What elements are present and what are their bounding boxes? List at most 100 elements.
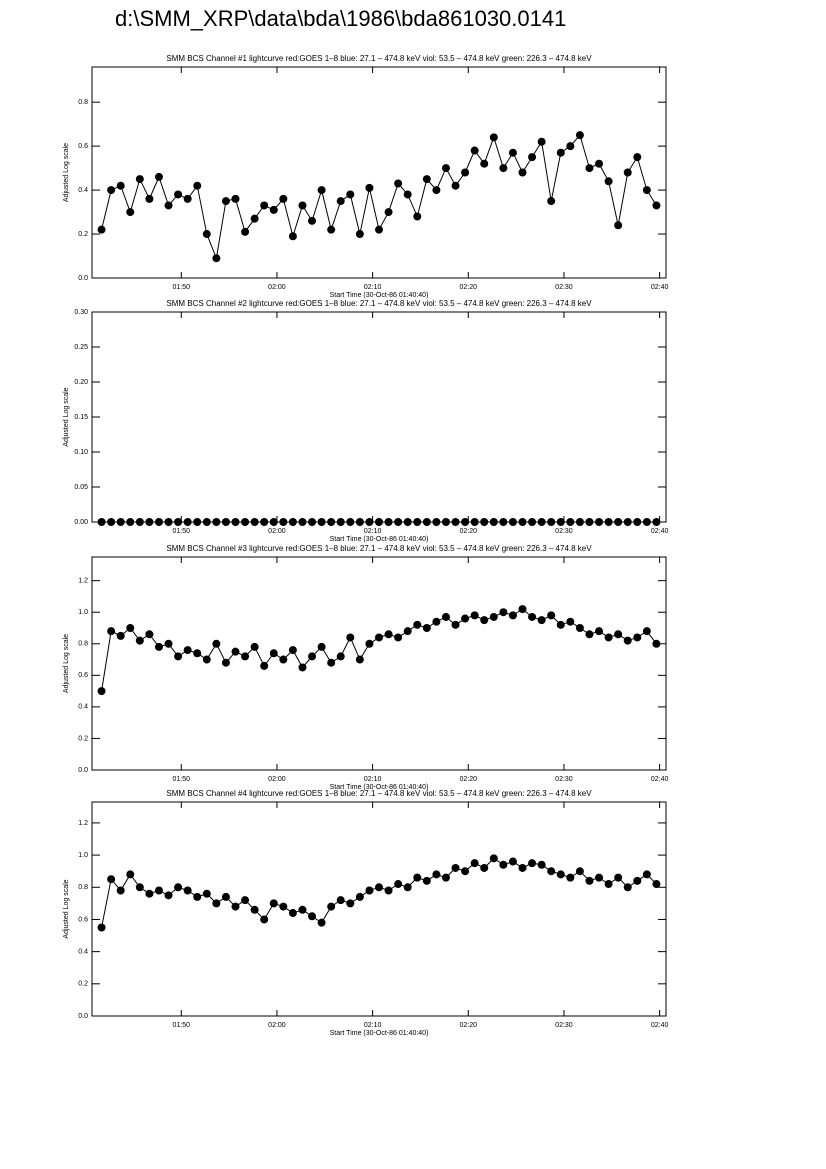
data-point bbox=[547, 867, 556, 876]
data-point bbox=[595, 159, 604, 168]
page-title: d:\SMM_XRP\data\bda\1986\bda861030.0141 bbox=[115, 6, 566, 31]
plot-frame bbox=[91, 66, 667, 279]
data-point bbox=[365, 183, 374, 192]
data-point bbox=[288, 518, 297, 526]
data-point bbox=[327, 902, 336, 911]
data-point bbox=[604, 633, 613, 642]
data-point bbox=[241, 518, 250, 526]
data-point bbox=[432, 518, 441, 526]
data-point bbox=[336, 652, 345, 661]
data-point bbox=[575, 867, 584, 876]
data-point bbox=[652, 201, 661, 210]
data-point bbox=[298, 201, 307, 210]
data-point bbox=[441, 518, 450, 526]
data-point bbox=[107, 186, 116, 195]
y-tick-label: 0.6 bbox=[78, 672, 88, 679]
data-point bbox=[174, 190, 183, 199]
data-point bbox=[556, 518, 565, 526]
y-tick-label: 0.05 bbox=[74, 484, 88, 491]
data-point bbox=[145, 630, 154, 639]
data-point bbox=[470, 518, 479, 526]
data-point bbox=[279, 194, 288, 203]
y-tick-label: 0.25 bbox=[74, 344, 88, 351]
data-point bbox=[403, 518, 412, 526]
data-point bbox=[461, 168, 470, 177]
data-point bbox=[260, 661, 269, 670]
data-point bbox=[97, 923, 106, 932]
data-point bbox=[308, 652, 317, 661]
data-point bbox=[508, 148, 517, 157]
data-point bbox=[346, 518, 355, 526]
data-point bbox=[202, 518, 211, 526]
data-point bbox=[212, 899, 221, 908]
data-point bbox=[193, 649, 202, 658]
x-tick-label: 02:20 bbox=[460, 776, 478, 783]
data-point bbox=[164, 891, 173, 900]
data-point bbox=[375, 225, 383, 234]
data-point bbox=[461, 614, 470, 623]
data-point bbox=[107, 518, 116, 526]
panel-title: SMM BCS Channel #4 lightcurve red:GOES 1… bbox=[166, 789, 592, 798]
data-point bbox=[183, 886, 192, 895]
data-point bbox=[279, 655, 288, 664]
data-point bbox=[346, 899, 355, 908]
data-point bbox=[126, 518, 135, 526]
data-point bbox=[556, 148, 565, 157]
y-tick-label: 0.10 bbox=[74, 449, 88, 456]
data-point bbox=[384, 886, 393, 895]
data-point bbox=[508, 611, 517, 620]
y-tick-label: 1.0 bbox=[78, 852, 88, 859]
data-point bbox=[499, 860, 508, 869]
x-tick-label: 02:10 bbox=[364, 284, 382, 291]
data-point bbox=[202, 655, 211, 664]
data-point bbox=[595, 518, 604, 526]
data-point bbox=[241, 896, 250, 905]
data-point bbox=[365, 639, 374, 648]
y-tick-label: 1.2 bbox=[78, 820, 88, 827]
data-point bbox=[528, 859, 537, 868]
data-point bbox=[556, 620, 565, 629]
data-point bbox=[202, 230, 211, 239]
data-point bbox=[375, 518, 383, 526]
data-point bbox=[116, 518, 125, 526]
data-point bbox=[327, 518, 336, 526]
x-tick-label: 02:20 bbox=[460, 1022, 478, 1029]
data-point bbox=[298, 905, 307, 914]
data-point bbox=[422, 518, 431, 526]
data-point bbox=[355, 892, 364, 901]
data-point bbox=[336, 197, 345, 206]
data-point bbox=[135, 175, 144, 184]
data-point bbox=[221, 518, 230, 526]
y-tick-label: 0.20 bbox=[74, 379, 88, 386]
plot-frame bbox=[91, 311, 667, 523]
data-point bbox=[451, 620, 460, 629]
data-point bbox=[623, 883, 632, 892]
data-point bbox=[154, 172, 163, 181]
data-point bbox=[614, 630, 623, 639]
data-point bbox=[575, 518, 584, 526]
data-point bbox=[250, 642, 259, 651]
data-point bbox=[212, 254, 221, 263]
data-point bbox=[260, 201, 269, 210]
data-point bbox=[384, 630, 393, 639]
data-point bbox=[298, 663, 307, 672]
data-point bbox=[298, 518, 307, 526]
data-point bbox=[413, 620, 422, 629]
y-tick-label: 0.00 bbox=[74, 519, 88, 526]
data-point bbox=[183, 518, 192, 526]
data-point bbox=[470, 859, 479, 868]
y-axis-label: Adjusted Log scale bbox=[63, 387, 70, 446]
y-tick-label: 0.30 bbox=[74, 309, 88, 316]
plot-frame bbox=[91, 801, 667, 1017]
data-point bbox=[480, 518, 489, 526]
data-point bbox=[164, 639, 173, 648]
data-point bbox=[642, 870, 651, 879]
panel-title: SMM BCS Channel #2 lightcurve red:GOES 1… bbox=[166, 299, 592, 308]
x-tick-label: 02:20 bbox=[460, 528, 478, 535]
data-point bbox=[193, 892, 202, 901]
y-tick-label: 1.2 bbox=[78, 578, 88, 585]
data-point bbox=[135, 636, 144, 645]
data-point bbox=[489, 518, 498, 526]
data-point bbox=[126, 208, 135, 217]
